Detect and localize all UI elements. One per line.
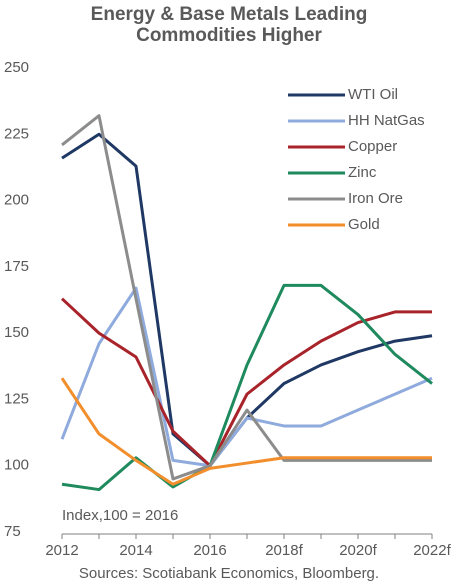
y-tick-label: 150 bbox=[4, 324, 29, 341]
series-line bbox=[60, 286, 433, 468]
series-line bbox=[61, 132, 433, 468]
series-line bbox=[60, 377, 432, 486]
y-tick-label: 100 bbox=[4, 457, 29, 474]
y-tick-label: 225 bbox=[4, 125, 29, 142]
x-tick-label: 2012 bbox=[45, 542, 78, 559]
y-tick-label: 75 bbox=[4, 523, 21, 540]
y-tick-label: 175 bbox=[4, 258, 29, 275]
legend-label: Gold bbox=[348, 216, 380, 233]
source: Sources: Scotiabank Economics, Bloomberg… bbox=[79, 565, 379, 582]
y-tick-label: 125 bbox=[4, 390, 29, 407]
legend-label: HH NatGas bbox=[348, 112, 425, 129]
x-tick-label: 2018f bbox=[265, 542, 303, 559]
series-line bbox=[60, 297, 432, 468]
x-tick-label: 2022f bbox=[413, 542, 451, 559]
annotation: Index,100 = 2016 bbox=[62, 507, 178, 524]
y-tick-label: 250 bbox=[4, 59, 29, 76]
x-tick-label: 2016 bbox=[193, 542, 226, 559]
chart-title: Energy & Base Metals Leading Commodities… bbox=[90, 4, 368, 46]
x-tick-label: 2014 bbox=[119, 542, 152, 559]
legend-label: WTI Oil bbox=[348, 86, 398, 103]
y-tick-label: 200 bbox=[4, 192, 29, 209]
legend-label: Iron Ore bbox=[348, 190, 403, 207]
legend-label: Zinc bbox=[348, 164, 377, 181]
x-tick-label: 2020f bbox=[339, 542, 377, 559]
series-line bbox=[61, 114, 432, 481]
series-line bbox=[61, 283, 433, 492]
legend-label: Copper bbox=[348, 138, 397, 155]
